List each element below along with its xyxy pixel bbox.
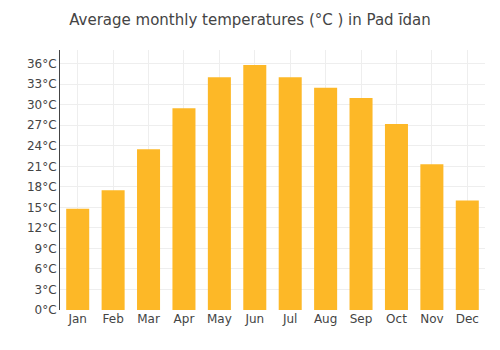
svg-text:Jul: Jul <box>282 312 297 326</box>
svg-text:May: May <box>207 312 232 326</box>
svg-text:Apr: Apr <box>174 312 195 326</box>
svg-text:Nov: Nov <box>420 312 443 326</box>
svg-text:Jun: Jun <box>244 312 264 326</box>
svg-text:9°C: 9°C <box>35 242 57 256</box>
svg-text:0°C: 0°C <box>35 303 57 317</box>
svg-text:Average monthly temperatures (: Average monthly temperatures (°C ) in Pa… <box>69 11 431 29</box>
svg-text:Dec: Dec <box>456 312 479 326</box>
svg-text:21°C: 21°C <box>27 160 57 174</box>
svg-text:24°C: 24°C <box>27 139 57 153</box>
svg-text:27°C: 27°C <box>27 118 57 132</box>
svg-text:Sep: Sep <box>350 312 373 326</box>
svg-text:Mar: Mar <box>137 312 160 326</box>
svg-text:Oct: Oct <box>386 312 407 326</box>
svg-text:30°C: 30°C <box>27 98 57 112</box>
svg-text:Jan: Jan <box>67 312 87 326</box>
svg-text:33°C: 33°C <box>27 77 57 91</box>
svg-text:Feb: Feb <box>103 312 124 326</box>
svg-text:6°C: 6°C <box>35 262 57 276</box>
svg-text:12°C: 12°C <box>27 221 57 235</box>
svg-text:15°C: 15°C <box>27 201 57 215</box>
svg-text:18°C: 18°C <box>27 180 57 194</box>
svg-text:3°C: 3°C <box>35 283 57 297</box>
svg-text:Aug: Aug <box>314 312 337 326</box>
svg-text:36°C: 36°C <box>27 57 57 71</box>
